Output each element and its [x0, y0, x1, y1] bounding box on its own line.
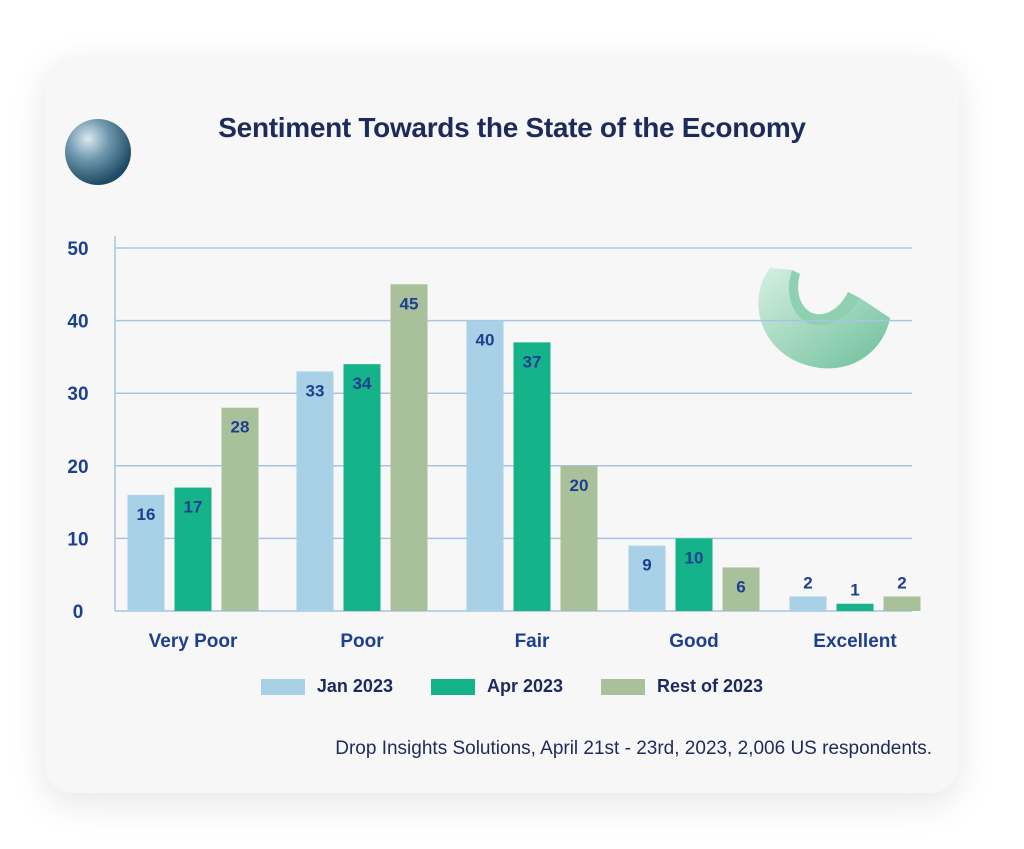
data-label: 34: [353, 374, 372, 393]
bar: [560, 465, 598, 611]
legend-item: Jan 2023: [260, 676, 393, 697]
y-tick-label: 50: [67, 239, 88, 260]
x-tick-label: Good: [669, 631, 719, 652]
data-label: 40: [476, 331, 495, 350]
legend-swatch: [260, 678, 305, 695]
legend-item: Apr 2023: [430, 676, 564, 697]
bar: [127, 494, 165, 611]
bar: [789, 596, 827, 611]
y-tick-label: 0: [73, 602, 84, 623]
data-label: 28: [231, 418, 250, 437]
bar: [675, 538, 713, 611]
bar: [628, 545, 666, 611]
data-label: 2: [803, 573, 812, 592]
y-tick-label: 40: [67, 312, 88, 333]
source-note: Drop Insights Solutions, April 21st - 23…: [335, 738, 932, 759]
y-tick-label: 10: [67, 529, 88, 550]
bar: [343, 364, 381, 611]
bar: [296, 371, 334, 611]
data-label: 17: [184, 498, 203, 517]
sphere-icon: [65, 119, 131, 185]
bar: [174, 487, 212, 611]
data-label: 33: [306, 381, 325, 400]
bar: [221, 407, 259, 611]
x-tick-label: Excellent: [813, 631, 897, 652]
data-label: 10: [685, 548, 704, 567]
bar: [836, 603, 874, 611]
data-label: 2: [897, 573, 906, 592]
legend-label: Jan 2023: [316, 676, 393, 696]
data-label: 16: [137, 505, 156, 524]
legend-swatch: [430, 678, 475, 695]
data-label: 45: [400, 294, 419, 313]
legend-item: Rest of 2023: [601, 676, 763, 697]
data-label: 37: [523, 352, 542, 371]
x-tick-label: Poor: [340, 631, 384, 652]
bar: [513, 342, 551, 611]
data-label: 9: [642, 556, 651, 575]
legend-label: Apr 2023: [486, 676, 564, 696]
bar: [390, 284, 428, 611]
legend-label: Rest of 2023: [657, 676, 764, 696]
y-tick-label: 30: [67, 384, 88, 405]
bar: [722, 567, 760, 611]
x-tick-label: Very Poor: [149, 631, 238, 652]
crescent-shape-icon: [758, 268, 890, 369]
data-label: 20: [570, 476, 589, 495]
data-label: 6: [736, 577, 745, 596]
chart-title: Sentiment Towards the State of the Econo…: [218, 112, 806, 143]
legend: Jan 2023 Apr 2023 Rest of 2023: [0, 676, 1024, 697]
legend-swatch: [601, 678, 646, 695]
data-label: 1: [850, 581, 859, 600]
bar: [883, 596, 921, 611]
x-tick-label: Fair: [515, 631, 550, 652]
bar: [466, 320, 504, 611]
y-tick-label: 20: [67, 457, 88, 478]
